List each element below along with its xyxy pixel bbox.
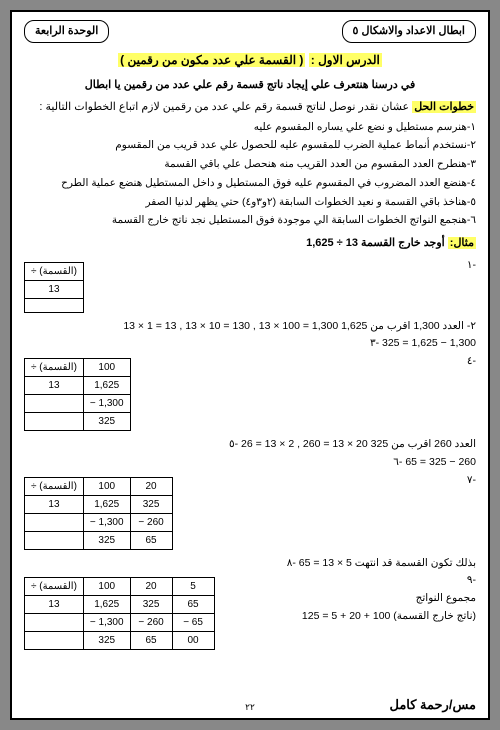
worked-5: ٥- 26 = 13 × 2 , 260 = 13 × 20 العدد 260… (24, 437, 476, 453)
t2-r1c0 (25, 395, 84, 413)
footer-author: مس/رحمة كامل (389, 695, 476, 715)
t2-r1c1: − 1,300 (83, 395, 130, 413)
header-tabs: ابطال الاعداد والاشكال ٥ الوحدة الرابعة (24, 20, 476, 43)
tab-left: الوحدة الرابعة (24, 20, 109, 43)
page: ابطال الاعداد والاشكال ٥ الوحدة الرابعة … (10, 10, 490, 720)
t3-r1c2: − 260 (130, 513, 172, 531)
step-6: ٦-هنجمع النواتج الخطوات السابقة الي موجو… (24, 213, 476, 229)
t2-r2c0 (25, 413, 84, 431)
t4-r0c1: 1,625 (83, 596, 130, 614)
step-1: ١-هنرسم مستطيل و نضع علي يساره المقسوم ع… (24, 120, 476, 136)
t4-r0c3: 65 (172, 596, 214, 614)
example-line: مثال: أوجد خارج القسمة 1,625 ÷ 13 (24, 235, 476, 252)
t4-h0: ÷ (القسمة) (25, 578, 84, 596)
t4-h3: 5 (172, 578, 214, 596)
t1-r0c0: 13 (25, 280, 84, 298)
t3-r0c0: 13 (25, 495, 84, 513)
worked-8: ٨- 65 = 13 × 5 بذلك تكون القسمة قد انتهت (24, 556, 476, 572)
t4-r2c3: 00 (172, 632, 214, 650)
lesson-prefix: الدرس الاول : (309, 53, 382, 67)
t3-h2: 20 (130, 477, 172, 495)
t4-h1: 100 (83, 578, 130, 596)
worked-2-expr: 13 × 1 = 13 , 13 × 10 = 130 , 13 × 100 =… (123, 319, 464, 335)
t2-r0c0: 13 (25, 377, 84, 395)
table-3: ÷ (القسمة)10020 131,625325 − 1,300− 260 … (24, 477, 173, 550)
t3-h0: ÷ (القسمة) (25, 477, 84, 495)
lesson-title: الدرس الاول : ( القسمة علي عدد مكون من ر… (24, 51, 476, 69)
example-expr: 1,625 ÷ 13 (306, 235, 358, 252)
t1-r1c0 (25, 298, 84, 312)
t4-r2c1: 325 (83, 632, 130, 650)
tab-right: ابطال الاعداد والاشكال ٥ (342, 20, 476, 43)
t3-r0c1: 1,625 (83, 495, 130, 513)
lesson-name: ( القسمة علي عدد مكون من رقمين ) (118, 53, 305, 67)
table-4: ÷ (القسمة)100205 131,62532565 − 1,300− 2… (24, 577, 215, 650)
step-2: ٢-نستخدم أنماط عملية الضرب للمقسوم عليه … (24, 138, 476, 154)
table-4-block: ÷ (القسمة)100205 131,62532565 − 1,300− 2… (24, 573, 215, 654)
table-3-block: ÷ (القسمة)10020 131,625325 − 1,300− 260 … (24, 473, 173, 554)
t4-r1c0 (25, 614, 84, 632)
steps-label: خطوات الحل (412, 101, 476, 113)
t4-h2: 20 (130, 578, 172, 596)
steps-title: خطوات الحل عشان نقدر نوصل لناتج قسمة رقم… (24, 99, 476, 116)
t3-h1: 100 (83, 477, 130, 495)
worked-1: -١ (24, 258, 476, 274)
t4-r1c1: − 1,300 (83, 614, 130, 632)
t2-r2c1: 325 (83, 413, 130, 431)
worked-6: ٦- 65 = 325 − 260 (24, 455, 476, 471)
page-number: ٢٢ (245, 701, 255, 715)
t4-r1c2: − 260 (130, 614, 172, 632)
t2-h1: 100 (83, 359, 130, 377)
example-text: أوجد خارج القسمة (358, 237, 448, 249)
steps-rest: عشان نقدر نوصل لناتج قسمة رقم علي عدد من… (39, 101, 412, 113)
t4-r1c3: − 65 (172, 614, 214, 632)
worked-2: ٢- 13 × 1 = 13 , 13 × 10 = 130 , 13 × 10… (24, 319, 476, 335)
t4-r2c0 (25, 632, 84, 650)
intro-text: في درسنا هنتعرف علي إيجاد ناتج قسمة رقم … (24, 77, 476, 94)
table-1-block: ÷ (القسمة) 13 (24, 258, 84, 317)
t3-r2c0 (25, 531, 84, 549)
t3-r0c2: 325 (130, 495, 172, 513)
table-1: ÷ (القسمة) 13 (24, 262, 84, 313)
t4-r0c0: 13 (25, 596, 84, 614)
t3-r2c2: 65 (130, 531, 172, 549)
t2-r0c1: 1,625 (83, 377, 130, 395)
t4-r0c2: 325 (130, 596, 172, 614)
worked-3: ٣- 325 = 1,625 − 1,300 (24, 336, 476, 352)
step-4: ٤-هنضع العدد المضروب في المقسوم عليه فوق… (24, 176, 476, 192)
example-label: مثال: (448, 237, 476, 249)
table-2: ÷ (القسمة)100 131,625 − 1,300 325 (24, 358, 131, 431)
t3-r2c1: 325 (83, 531, 130, 549)
t2-h0: ÷ (القسمة) (25, 359, 84, 377)
step-5: ٥-هناخذ باقي القسمة و نعيد الخطوات الساب… (24, 195, 476, 211)
table-2-block: ÷ (القسمة)100 131,625 − 1,300 325 (24, 354, 131, 435)
t3-r1c0 (25, 513, 84, 531)
step-3: ٣-هنطرح العدد المقسوم من العدد القريب من… (24, 157, 476, 173)
t1-h0: ÷ (القسمة) (25, 262, 84, 280)
t4-r2c2: 65 (130, 632, 172, 650)
t3-r1c1: − 1,300 (83, 513, 130, 531)
